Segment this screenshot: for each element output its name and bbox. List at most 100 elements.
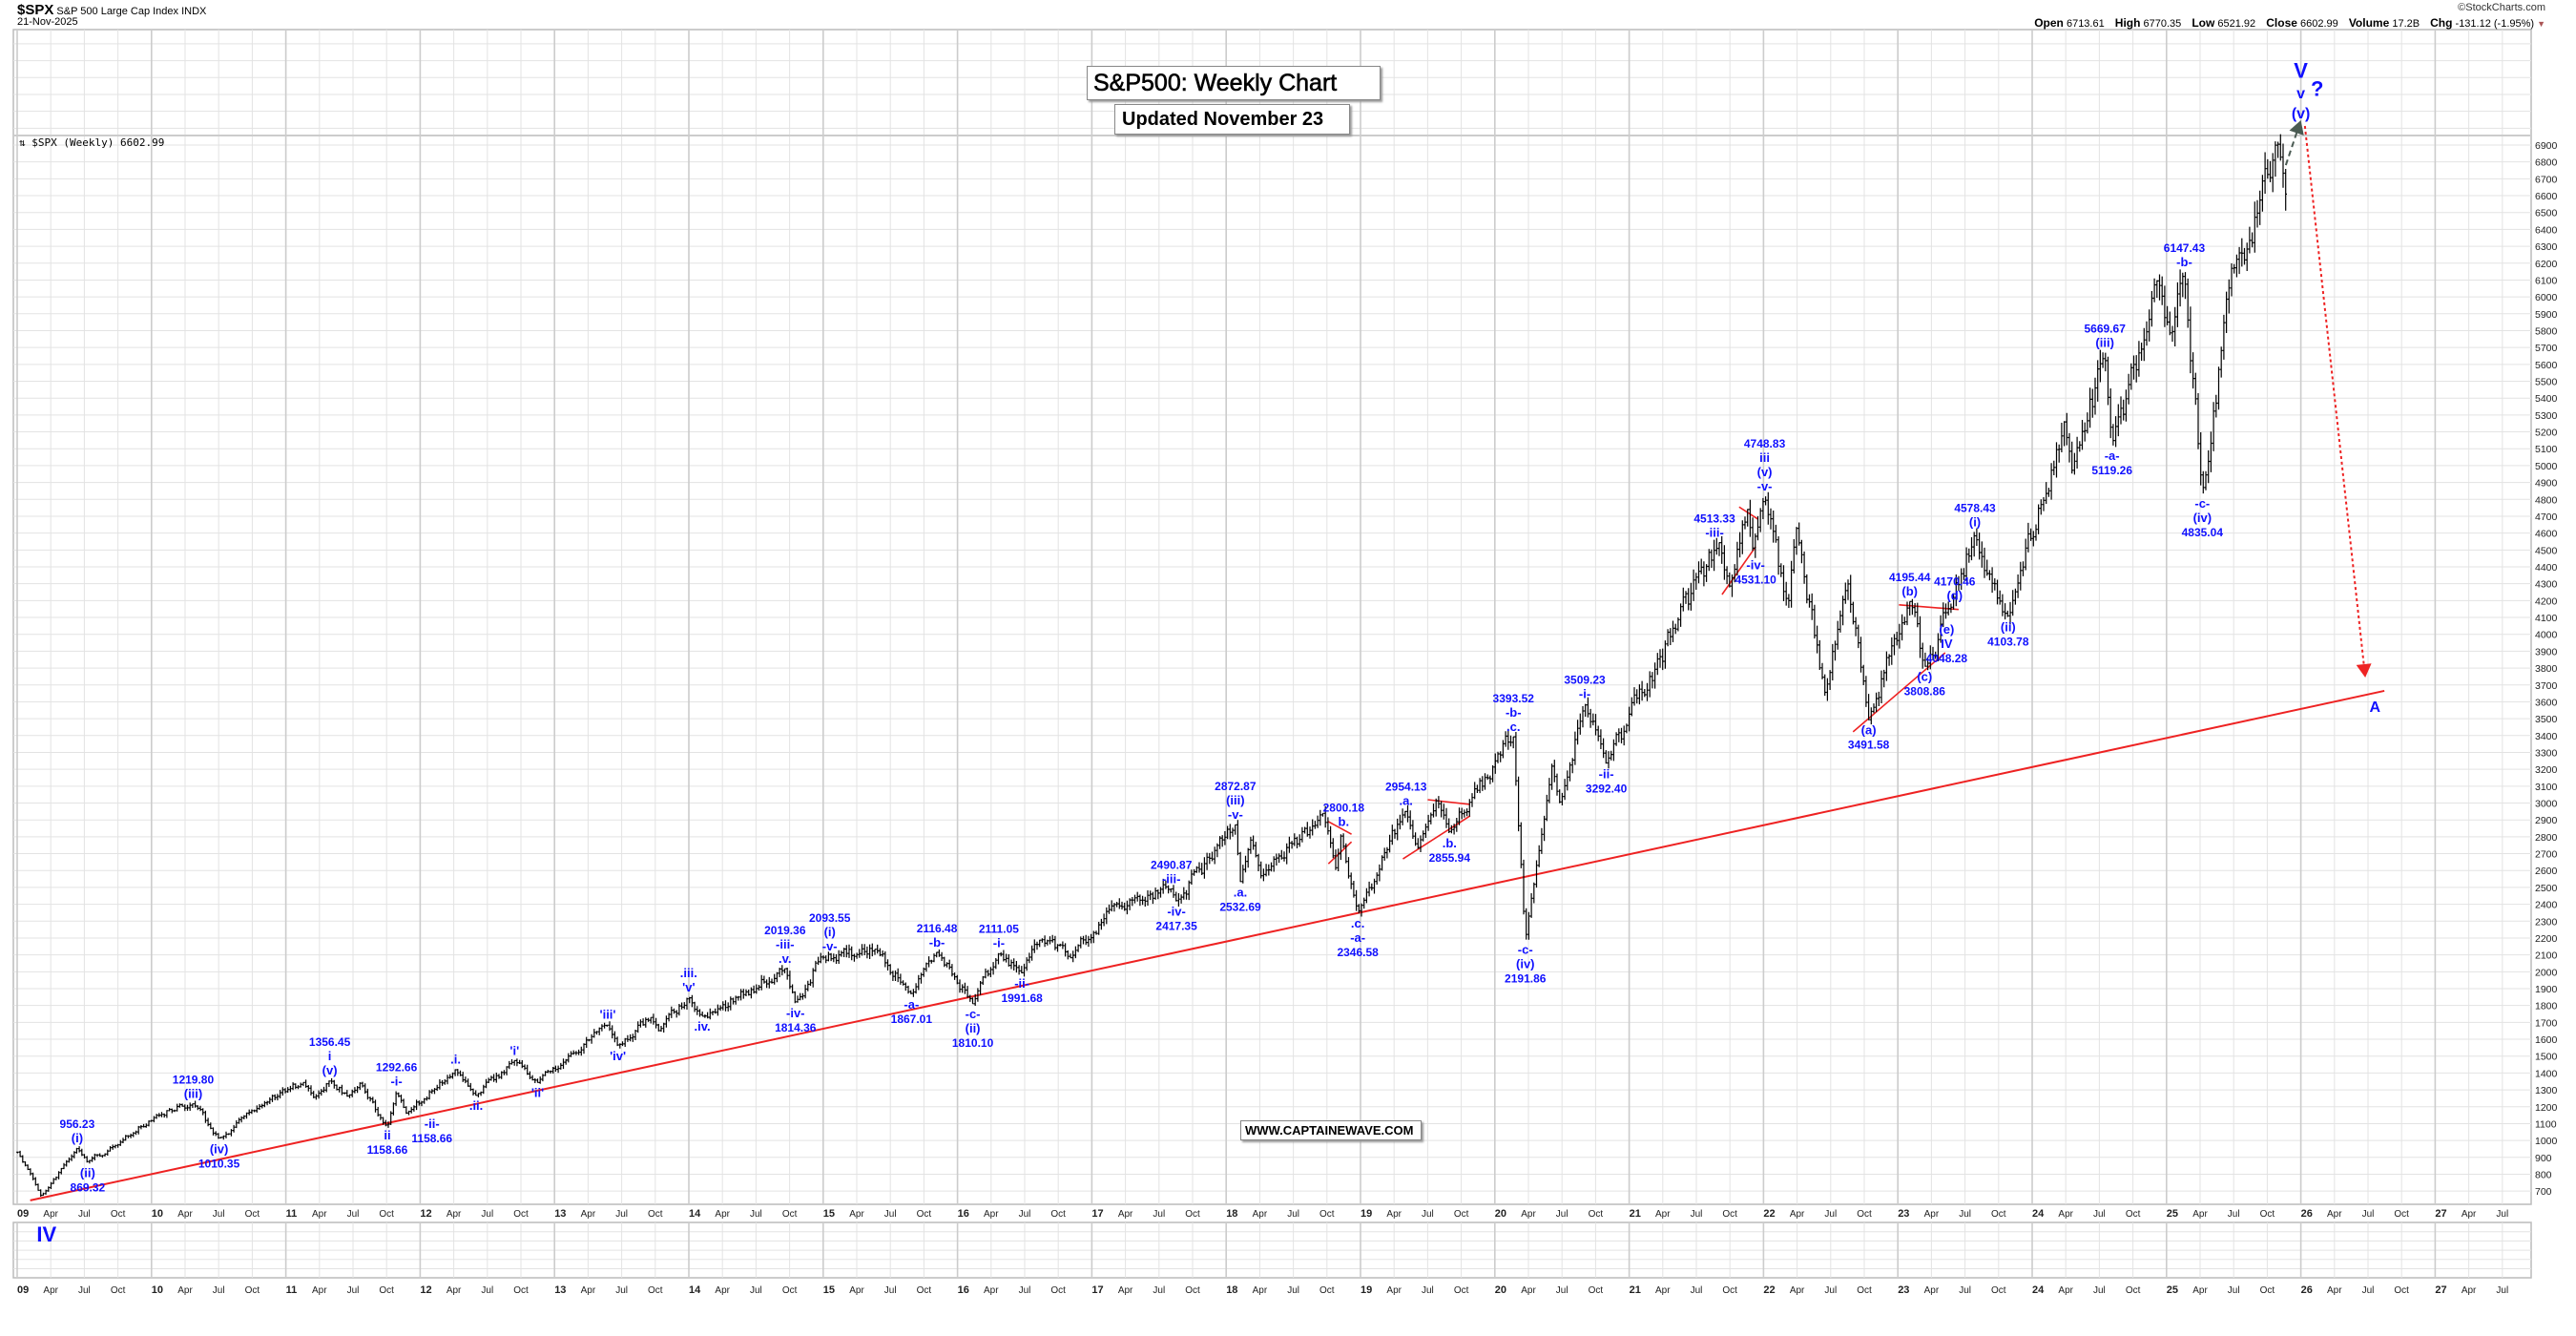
price-bar [1720,535,1723,564]
price-bar [341,1084,343,1096]
price-bar [1146,890,1150,906]
month-tick-label: Jul [615,1285,628,1296]
price-bar [1818,639,1821,670]
price-bar [1385,846,1389,859]
pivot-price-label: 4513.33 [1693,511,1735,525]
price-bar [518,1059,521,1064]
wave-degree-label: ? [2311,77,2323,101]
price-bar [1396,818,1399,841]
wave-degree-label: A [2370,699,2381,716]
wave-count-label: (c) [1917,670,1932,684]
price-bar [2029,528,2032,541]
price-bar [2066,412,2068,446]
month-tick-label: Apr [984,1209,999,1220]
price-tick-label: 1700 [2535,1017,2558,1029]
wave-annotation: -iv-4531.10 [1735,558,1776,587]
pivot-price-label: 3491.58 [1848,739,1890,752]
price-bar [820,952,822,964]
price-bar [1715,537,1718,555]
price-bar [1605,750,1608,764]
price-bar [588,1038,591,1042]
price-tick-label: 3700 [2535,680,2558,692]
price-bar [1666,629,1670,647]
price-bar [1120,901,1124,910]
price-bar [718,1005,722,1012]
year-tick-label: 18 [1226,1208,1237,1220]
wave-count-label: iii [1759,450,1770,465]
wave-count-label: -ii- [425,1117,440,1131]
month-tick-label: Oct [379,1209,394,1220]
price-bar [2117,404,2120,437]
wave-annotation: 4170.46(d) [1934,575,1976,603]
price-bar [109,1146,112,1152]
year-tick-label: 23 [1898,1208,1909,1220]
price-bar [2143,327,2146,362]
year-tick-label: 16 [958,1208,969,1220]
price-bar [855,952,859,959]
price-bar [1156,889,1160,900]
price-bar [1570,758,1574,774]
price-bar [966,986,969,998]
price-bar [556,1065,560,1074]
price-bar [1875,692,1878,713]
low-value: 6521.92 [2217,18,2256,30]
price-bar [157,1113,161,1117]
price-bar [1520,822,1523,868]
month-tick-label: Apr [581,1285,596,1296]
price-bar [427,1090,431,1100]
wave-count-label: -iv- [1167,905,1186,919]
price-bar [724,1000,727,1012]
price-bar [2217,366,2220,410]
price-bar [618,1043,622,1049]
price-bar [1316,815,1319,828]
price-bar [471,1088,475,1096]
price-bar [114,1144,117,1149]
price-bar [2006,610,2009,617]
price-bar [1064,943,1067,957]
price-bar [1717,542,1721,556]
price-tick-label: 6500 [2535,208,2558,219]
price-bar [73,1151,76,1159]
price-bar [1990,567,1994,594]
price-tick-label: 2100 [2535,950,2558,962]
price-bar [2237,246,2241,275]
price-bar [541,1074,545,1082]
price-bar [1983,547,1986,578]
month-tick-label: Oct [1991,1285,2006,1296]
price-bar [2176,282,2179,327]
pivot-price-label: 5119.26 [2091,464,2132,477]
quote-summary: Open 6713.61 High 6770.35 Low 6521.92 Cl… [2026,16,2545,30]
year-tick-label: 26 [2301,1284,2313,1296]
pivot-price-label: 4048.28 [1926,652,1968,665]
price-tick-label: 3600 [2535,697,2558,708]
price-bar [600,1024,604,1032]
price-bar [1978,532,1981,560]
price-bar [1329,825,1332,848]
wave-annotation: .ii. [469,1098,483,1113]
price-bar [742,989,745,999]
price-bar [2026,522,2030,553]
price-bar [1857,624,1860,649]
price-bar [1432,804,1435,818]
price-bar [420,1100,424,1107]
wave-degree-annotation: IV [36,1222,56,1246]
price-bar [1963,568,1965,580]
caret-down-icon[interactable]: ▼ [2537,19,2545,29]
price-bar [943,956,946,968]
price-bar [219,1137,222,1138]
pivot-price-label: 2111.05 [979,923,1019,936]
price-bar [1076,944,1080,952]
price-bar [554,1065,557,1072]
price-bar [1998,590,2002,605]
price-bar [1043,935,1047,948]
price-bar [2284,169,2287,211]
price-bar [258,1104,261,1110]
month-tick-label: Jul [2496,1209,2508,1220]
wave-count-label: .b. [1443,836,1457,850]
price-bar [1522,859,1526,915]
price-bar [1576,720,1579,745]
price-bar [1187,880,1191,901]
wave-count-label: -i- [1579,687,1590,701]
price-tick-label: 4800 [2535,494,2558,506]
month-tick-label: Apr [2327,1285,2342,1296]
